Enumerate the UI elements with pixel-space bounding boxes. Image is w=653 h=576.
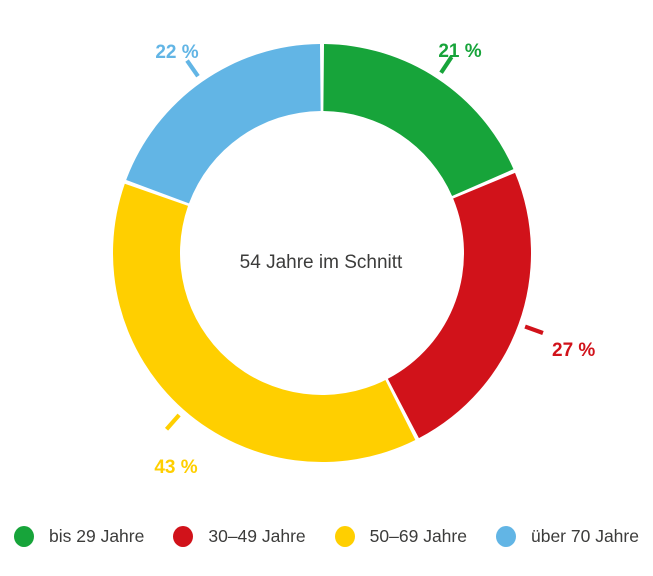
legend-item-3: über 70 Jahre — [495, 525, 639, 547]
legend-label: 30–49 Jahre — [208, 525, 306, 546]
donut-segment-1 — [387, 172, 531, 439]
percent-label-1: 27 % — [552, 340, 595, 361]
legend-label: bis 29 Jahre — [49, 525, 145, 546]
legend-swatch-icon — [173, 525, 194, 547]
legend-swatch-icon — [14, 525, 35, 547]
donut-segment-0 — [323, 44, 514, 197]
donut-segments — [113, 44, 531, 462]
legend-swatch-icon — [334, 525, 355, 547]
leader-tick-3 — [185, 59, 200, 78]
percent-label-3: 22 % — [155, 42, 198, 63]
legend-swatch-icon — [495, 525, 516, 547]
percent-label-0: 21 % — [438, 41, 481, 62]
donut-percent-labels: 21 % 27 % 43 % 22 % — [154, 41, 595, 478]
percent-label-2: 43 % — [154, 457, 197, 478]
legend-label: über 70 Jahre — [530, 525, 639, 546]
leader-tick-2 — [164, 413, 181, 431]
chart-legend: bis 29 Jahre 30–49 Jahre 50–69 Jahre über 7… — [0, 514, 653, 558]
donut-chart: 21 % 27 % 43 % 22 % 54 Jahre im Schnitt — [113, 41, 595, 478]
legend-label: 50–69 Jahre — [369, 525, 467, 546]
legend-item-2: 50–69 Jahre — [334, 525, 467, 547]
legend-item-0: bis 29 Jahre — [14, 525, 145, 547]
donut-segment-3 — [126, 44, 321, 204]
leader-tick-0 — [439, 55, 454, 74]
donut-segment-2 — [113, 183, 416, 462]
donut-leader-ticks — [164, 55, 544, 431]
legend-item-1: 30–49 Jahre — [173, 525, 306, 547]
leader-tick-1 — [524, 324, 544, 336]
donut-center-label: 54 Jahre im Schnitt — [240, 252, 403, 273]
